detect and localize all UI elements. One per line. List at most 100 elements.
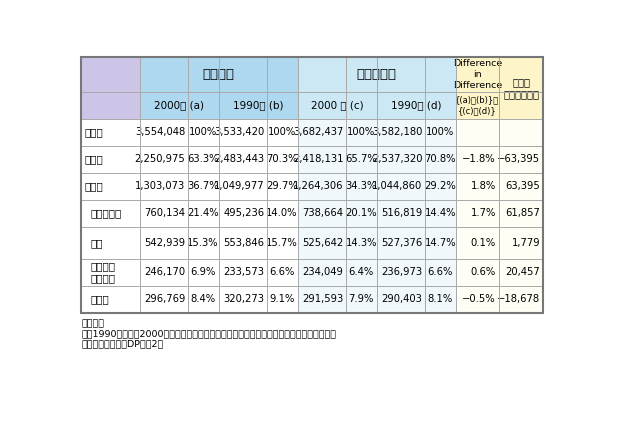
Text: 県内他市
区町村へ: 県内他市 区町村へ xyxy=(91,262,116,283)
Text: 1,264,306: 1,264,306 xyxy=(293,181,343,191)
Text: 現住所: 現住所 xyxy=(84,154,103,164)
Bar xyxy=(499,119,543,146)
Bar xyxy=(140,146,187,173)
Bar xyxy=(346,146,377,173)
Bar xyxy=(499,286,543,313)
Text: 14.3%: 14.3% xyxy=(345,238,377,248)
Bar xyxy=(140,92,219,119)
Bar xyxy=(187,286,219,313)
Text: 527,376: 527,376 xyxy=(381,238,422,248)
Text: 15.3%: 15.3% xyxy=(187,238,219,248)
Text: 被災地隣接: 被災地隣接 xyxy=(356,68,397,81)
Text: 他県へ: 他県へ xyxy=(91,295,109,304)
Bar xyxy=(81,259,140,286)
Bar xyxy=(140,259,187,286)
Bar xyxy=(219,146,267,173)
Text: 6.9%: 6.9% xyxy=(190,267,216,278)
Bar xyxy=(377,146,425,173)
Bar xyxy=(377,92,456,119)
Text: 20.1%: 20.1% xyxy=(345,208,377,218)
Text: 常住者: 常住者 xyxy=(84,127,103,138)
Text: 291,593: 291,593 xyxy=(302,295,343,304)
Bar xyxy=(267,119,298,146)
Bar xyxy=(81,227,140,259)
Bar xyxy=(377,259,425,286)
Text: 2,250,975: 2,250,975 xyxy=(135,154,185,164)
Bar xyxy=(456,200,499,227)
Text: 36.7%: 36.7% xyxy=(187,181,219,191)
Text: 495,236: 495,236 xyxy=(223,208,264,218)
Text: 760,134: 760,134 xyxy=(144,208,185,218)
Text: 8.4%: 8.4% xyxy=(190,295,216,304)
Text: 61,857: 61,857 xyxy=(505,208,540,218)
Text: 14.0%: 14.0% xyxy=(267,208,298,218)
Text: −1.8%: −1.8% xyxy=(463,154,496,164)
Text: 14.4%: 14.4% xyxy=(425,208,456,218)
Text: 525,642: 525,642 xyxy=(302,238,343,248)
Bar xyxy=(187,259,219,286)
Bar xyxy=(298,173,346,200)
Bar xyxy=(81,146,140,173)
Bar xyxy=(219,173,267,200)
Text: 1.8%: 1.8% xyxy=(471,181,496,191)
Text: 20,457: 20,457 xyxy=(505,267,540,278)
Bar xyxy=(219,259,267,286)
Text: 234,049: 234,049 xyxy=(303,267,343,278)
Bar xyxy=(219,227,267,259)
Bar xyxy=(425,119,456,146)
Bar xyxy=(425,200,456,227)
Bar xyxy=(140,173,187,200)
Text: 2000 年 (c): 2000 年 (c) xyxy=(311,101,363,110)
Bar xyxy=(81,286,140,313)
Bar xyxy=(346,200,377,227)
Bar xyxy=(267,200,298,227)
Text: 246,170: 246,170 xyxy=(144,267,185,278)
Text: 8.1%: 8.1% xyxy=(428,295,453,304)
Text: 70.8%: 70.8% xyxy=(425,154,456,164)
Text: 542,939: 542,939 xyxy=(144,238,185,248)
Text: 震災の
インパクト＊: 震災の インパクト＊ xyxy=(503,77,539,99)
Bar xyxy=(346,286,377,313)
Text: 296,769: 296,769 xyxy=(144,295,185,304)
Bar xyxy=(187,119,219,146)
Bar xyxy=(456,119,499,146)
Bar xyxy=(298,259,346,286)
Text: 1990年 (b): 1990年 (b) xyxy=(233,101,283,110)
Bar xyxy=(81,200,140,227)
Bar xyxy=(298,119,346,146)
Text: 100%: 100% xyxy=(347,127,375,138)
Text: 15.7%: 15.7% xyxy=(266,238,298,248)
Text: Difference
in
Difference: Difference in Difference xyxy=(453,59,502,90)
Text: 1990年 (d): 1990年 (d) xyxy=(391,101,441,110)
Text: ［参考：原図表はDPの表2］: ［参考：原図表はDPの表2］ xyxy=(81,339,164,348)
Text: 14.7%: 14.7% xyxy=(424,238,456,248)
Text: 1.7%: 1.7% xyxy=(471,208,496,218)
Bar xyxy=(377,119,425,146)
Bar xyxy=(346,119,377,146)
Text: 233,573: 233,573 xyxy=(223,267,264,278)
Bar xyxy=(81,92,140,119)
Text: 0.6%: 0.6% xyxy=(471,267,496,278)
Bar xyxy=(425,173,456,200)
Bar xyxy=(140,227,187,259)
Bar xyxy=(346,173,377,200)
Text: 自市町村内: 自市町村内 xyxy=(91,208,122,218)
Text: 転出: 転出 xyxy=(91,238,103,248)
Text: 転居者: 転居者 xyxy=(84,181,103,191)
Text: 1,044,860: 1,044,860 xyxy=(372,181,422,191)
Bar xyxy=(377,200,425,227)
Bar xyxy=(298,227,346,259)
Bar xyxy=(187,173,219,200)
Bar xyxy=(140,57,298,92)
Bar xyxy=(425,227,456,259)
Bar xyxy=(377,227,425,259)
Text: 2,537,320: 2,537,320 xyxy=(372,154,422,164)
Bar xyxy=(456,286,499,313)
Text: −0.5%: −0.5% xyxy=(463,295,496,304)
Text: 320,273: 320,273 xyxy=(223,295,264,304)
Bar xyxy=(81,57,140,92)
Text: 100%: 100% xyxy=(189,127,217,138)
Bar xyxy=(499,200,543,227)
Bar xyxy=(377,173,425,200)
Bar xyxy=(456,227,499,259)
